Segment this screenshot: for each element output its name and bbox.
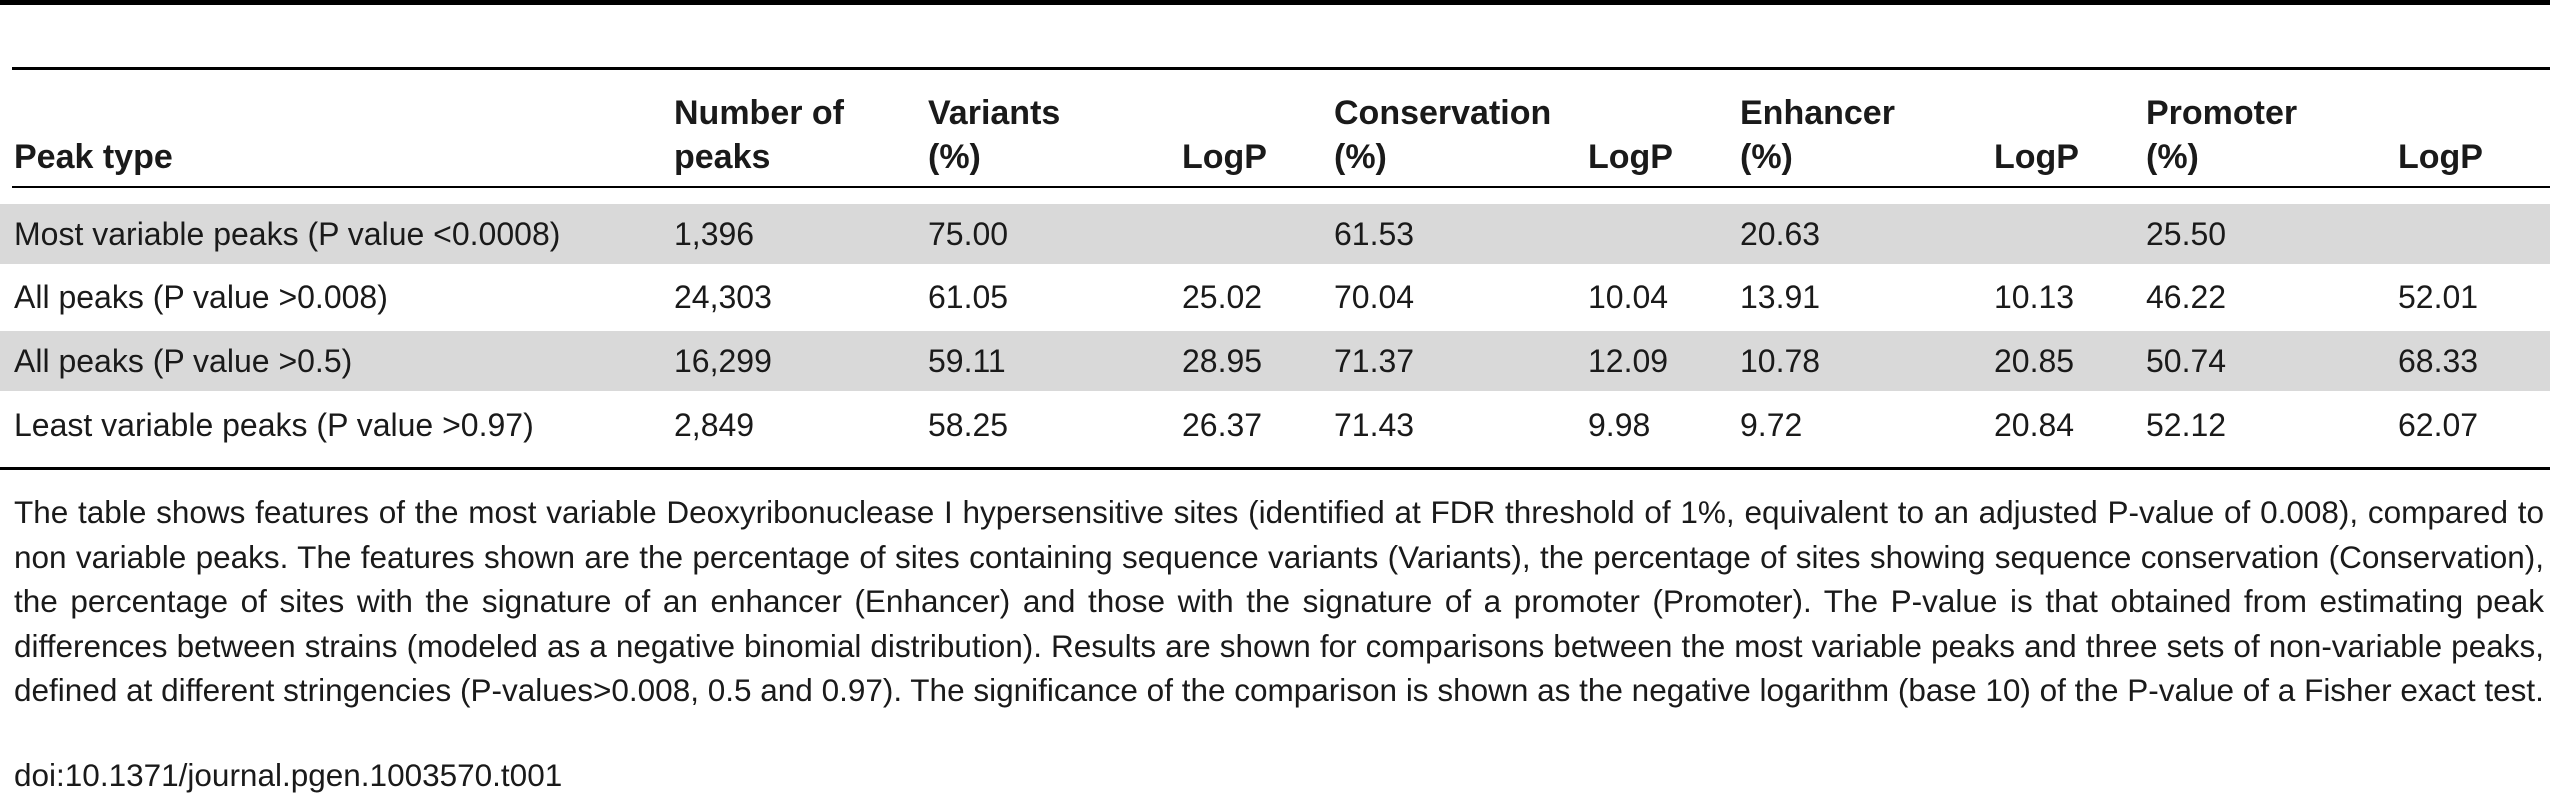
header-enhancer-logp: LogP bbox=[1994, 138, 2079, 176]
cell-peak-type: Least variable peaks (P value >0.97) bbox=[14, 407, 534, 443]
table-row: Most variable peaks (P value <0.0008) 1,… bbox=[0, 204, 2550, 264]
table-bottom-rule bbox=[0, 467, 2550, 470]
cell-peak-type: All peaks (P value >0.5) bbox=[14, 343, 353, 379]
header-variants: Variants (%) bbox=[928, 94, 1061, 176]
cell-enhancer: 10.78 bbox=[1740, 343, 1821, 379]
cell-promoter: 25.50 bbox=[2146, 216, 2227, 252]
cell-conservation: 71.37 bbox=[1334, 343, 1415, 379]
header-number-of-peaks: Number of peaks bbox=[674, 94, 844, 176]
cell-variants: 61.05 bbox=[928, 279, 1009, 315]
cell-enhancer-logp: 20.85 bbox=[1994, 343, 2075, 379]
table-header-bottom-rule bbox=[12, 186, 2550, 188]
cell-number-of-peaks: 24,303 bbox=[674, 279, 772, 315]
cell-peak-type: Most variable peaks (P value <0.0008) bbox=[14, 216, 561, 252]
table-header-top-rule bbox=[12, 67, 2550, 70]
cell-conservation-logp: 9.98 bbox=[1588, 407, 1651, 443]
header-conservation: Conservation (%) bbox=[1334, 94, 1552, 176]
cell-promoter: 50.74 bbox=[2146, 343, 2227, 379]
cell-conservation: 61.53 bbox=[1334, 216, 1415, 252]
cell-promoter-logp: 52.01 bbox=[2398, 279, 2479, 315]
cell-variants: 58.25 bbox=[928, 407, 1009, 443]
header-enhancer: Enhancer (%) bbox=[1740, 94, 1895, 176]
cell-enhancer: 20.63 bbox=[1740, 216, 1821, 252]
cell-variants: 75.00 bbox=[928, 216, 1009, 252]
doi-link[interactable]: doi:10.1371/journal.pgen.1003570.t001 bbox=[14, 757, 563, 793]
table-row: All peaks (P value >0.008) 24,303 61.05 … bbox=[0, 267, 2550, 327]
cell-enhancer: 13.91 bbox=[1740, 279, 1821, 315]
cell-enhancer-logp: 20.84 bbox=[1994, 407, 2075, 443]
cell-variants: 59.11 bbox=[928, 343, 1006, 379]
cell-number-of-peaks: 1,396 bbox=[674, 216, 755, 252]
cell-promoter: 52.12 bbox=[2146, 407, 2227, 443]
cell-enhancer-logp: 10.13 bbox=[1994, 279, 2075, 315]
table-row: Least variable peaks (P value >0.97) 2,8… bbox=[0, 395, 2550, 455]
header-conservation-logp: LogP bbox=[1588, 138, 1673, 176]
cell-promoter-logp: 62.07 bbox=[2398, 407, 2479, 443]
table-footnote: The table shows features of the most var… bbox=[14, 494, 2544, 708]
cell-peak-type: All peaks (P value >0.008) bbox=[14, 279, 388, 315]
header-variants-logp: LogP bbox=[1182, 138, 1267, 176]
cell-promoter-logp: 68.33 bbox=[2398, 343, 2479, 379]
cell-conservation: 71.43 bbox=[1334, 407, 1415, 443]
cell-promoter: 46.22 bbox=[2146, 279, 2227, 315]
table-row: All peaks (P value >0.5) 16,299 59.11 28… bbox=[0, 331, 2550, 391]
cell-conservation-logp: 12.09 bbox=[1588, 343, 1669, 379]
cell-conservation-logp: 10.04 bbox=[1588, 279, 1669, 315]
cell-number-of-peaks: 16,299 bbox=[674, 343, 772, 379]
header-peak-type: Peak type bbox=[14, 138, 173, 176]
cell-enhancer: 9.72 bbox=[1740, 407, 1803, 443]
cell-number-of-peaks: 2,849 bbox=[674, 407, 755, 443]
header-promoter-logp: LogP bbox=[2398, 138, 2483, 176]
cell-variants-logp: 26.37 bbox=[1182, 407, 1263, 443]
cell-variants-logp: 28.95 bbox=[1182, 343, 1263, 379]
cell-variants-logp: 25.02 bbox=[1182, 279, 1263, 315]
header-promoter: Promoter (%) bbox=[2146, 94, 2298, 176]
cell-conservation: 70.04 bbox=[1334, 279, 1415, 315]
table-top-rule bbox=[0, 0, 2550, 5]
